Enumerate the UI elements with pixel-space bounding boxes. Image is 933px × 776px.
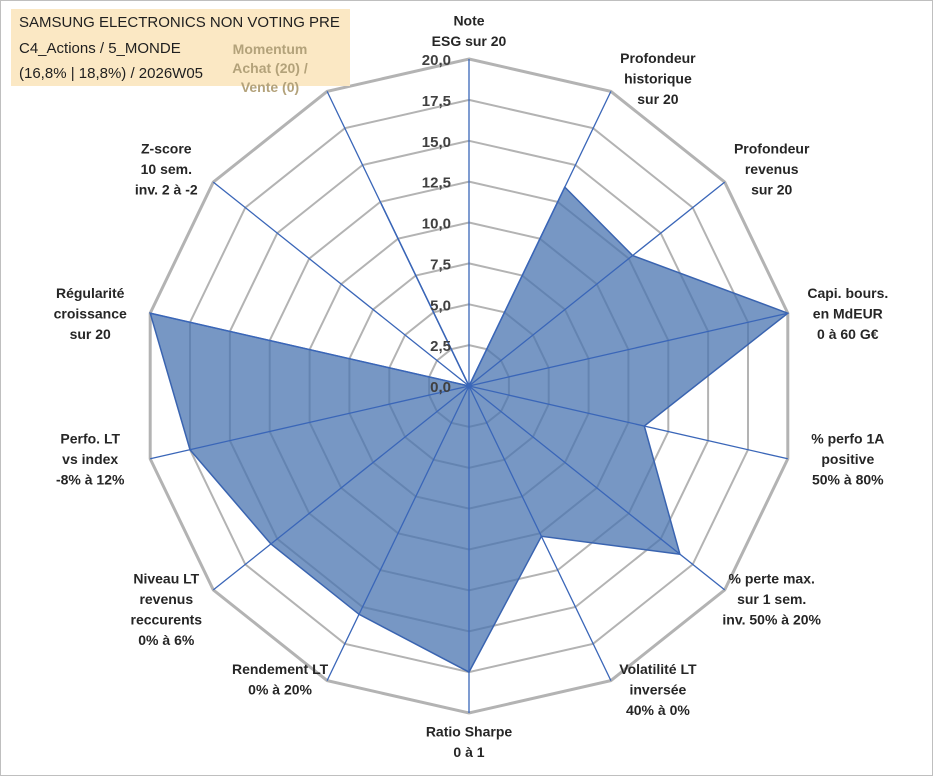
axis-label-line: sur 20 xyxy=(637,91,678,107)
tick-label: 12,5 xyxy=(422,175,451,192)
axis-label-line: 40% à 0% xyxy=(626,702,690,718)
axis-label-line: Perfo. LT xyxy=(60,431,120,447)
axis-label-line: Note xyxy=(453,13,484,29)
axis-label-line: Capi. bours. xyxy=(807,285,888,301)
period-info: (16,8% | 18,8%) / 2026W05 xyxy=(19,65,203,82)
radar-series xyxy=(149,59,790,713)
axis-spoke xyxy=(212,385,470,591)
tick-label: 10,0 xyxy=(422,216,451,233)
tick-label: 7,5 xyxy=(430,256,451,273)
portfolio-category: C4_Actions / 5_MONDE xyxy=(19,40,181,57)
axis-spoke xyxy=(326,385,470,681)
axis-label-line: croissance xyxy=(54,306,127,322)
axis-label-line: % perfo 1A xyxy=(811,431,884,447)
axis-label-line: positive xyxy=(821,451,874,467)
axis-spoke xyxy=(468,385,726,591)
axis-label-line: Volatilité LT xyxy=(619,661,697,677)
axis-label: Perfo. LT vs index -8% à 12% xyxy=(56,431,125,488)
radial-tick-labels: 0,0 2,5 5,0 7,5 10,0 12,5 15,0 17,5 20,0 xyxy=(422,52,451,396)
tick-label: 2,5 xyxy=(430,338,451,355)
axis-label-line: Profondeur xyxy=(620,50,696,66)
axis-label-line: Rendement LT xyxy=(232,661,329,677)
axis-label: Note ESG sur 20 xyxy=(432,13,507,50)
axis-label-line: 0% à 6% xyxy=(138,632,195,648)
axis-label-line: 0% à 20% xyxy=(248,682,312,698)
tick-label: 17,5 xyxy=(422,93,451,110)
tick-label: 15,0 xyxy=(422,134,451,151)
axis-label-line: % perte max. xyxy=(729,570,815,586)
axis-label-line: revenus xyxy=(139,591,193,607)
axis-label-line: 0 à 60 G€ xyxy=(817,326,879,342)
axis-label-line: Profondeur xyxy=(734,141,810,157)
axis-label: Ratio Sharpe 0 à 1 xyxy=(426,724,513,761)
axis-label-line: Momentum xyxy=(232,41,308,57)
axis-spoke xyxy=(150,312,470,387)
axis-label: Z-score 10 sem. inv. 2 à -2 xyxy=(135,141,198,198)
axis-label-line: Vente (0) xyxy=(240,79,300,95)
axis-label-line: Niveau LT xyxy=(133,570,199,586)
axis-label-line: ESG sur 20 xyxy=(432,33,507,49)
axis-label-line: inversée xyxy=(629,682,686,698)
axis-label-line: Régularité xyxy=(56,285,125,301)
axis-spoke xyxy=(326,91,470,387)
axis-labels: Note ESG sur 20 Profondeur historique sur 20… xyxy=(54,13,889,761)
axis-label-line: inv. 50% à 20% xyxy=(722,611,821,627)
axis-label: Régularité croissance sur 20 xyxy=(54,285,127,342)
axis-label-line: Ratio Sharpe xyxy=(426,724,513,740)
axis-spoke xyxy=(212,181,470,387)
tick-label: 20,0 xyxy=(422,52,451,69)
axis-label-line: sur 20 xyxy=(751,182,792,198)
axis-label-line: 50% à 80% xyxy=(812,472,884,488)
axis-label-line: Achat (20) / xyxy=(232,60,308,76)
axis-label: Profondeur revenus sur 20 xyxy=(734,141,810,198)
axis-spoke xyxy=(468,385,612,681)
tick-label: 5,0 xyxy=(430,297,451,314)
axis-label-line: vs index xyxy=(62,451,118,467)
axis-label-line: inv. 2 à -2 xyxy=(135,182,198,198)
tick-label: 0,0 xyxy=(430,379,451,396)
axis-label: Rendement LT 0% à 20% xyxy=(232,661,329,698)
axis-label: Profondeur historique sur 20 xyxy=(620,50,696,107)
axis-label-line: sur 1 sem. xyxy=(737,591,806,607)
axis-label-line: 0 à 1 xyxy=(453,744,484,760)
axis-label-line: 10 sem. xyxy=(141,161,192,177)
axis-label: Capi. bours. en MdEUR 0 à 60 G€ xyxy=(807,285,888,342)
axis-label: Niveau LT revenus reccurents 0% à 6% xyxy=(131,570,203,648)
axis-label-line: -8% à 12% xyxy=(56,472,125,488)
stock-name: SAMSUNG ELECTRONICS NON VOTING PRE xyxy=(19,14,340,31)
axis-spoke xyxy=(468,312,788,387)
axis-label-momentum: Momentum Achat (20) / Vente (0) xyxy=(218,40,322,97)
axis-spoke xyxy=(468,181,726,387)
axis-label-line: reccurents xyxy=(131,611,203,627)
axis-label: Volatilité LT inversée 40% à 0% xyxy=(619,661,697,718)
axis-label: % perfo 1A positive 50% à 80% xyxy=(811,431,884,488)
axis-label-line: en MdEUR xyxy=(813,306,883,322)
axis-label-line: sur 20 xyxy=(70,326,111,342)
axis-label-line: Z-score xyxy=(141,141,192,157)
axis-label: % perte max. sur 1 sem. inv. 50% à 20% xyxy=(722,570,821,627)
info-box: SAMSUNG ELECTRONICS NON VOTING PRE C4_Ac… xyxy=(11,9,350,86)
axis-spoke xyxy=(468,91,612,387)
axis-spoke xyxy=(468,385,788,460)
axis-label-line: historique xyxy=(624,70,692,86)
axis-spoke xyxy=(150,385,470,460)
axis-label-line: revenus xyxy=(745,161,799,177)
